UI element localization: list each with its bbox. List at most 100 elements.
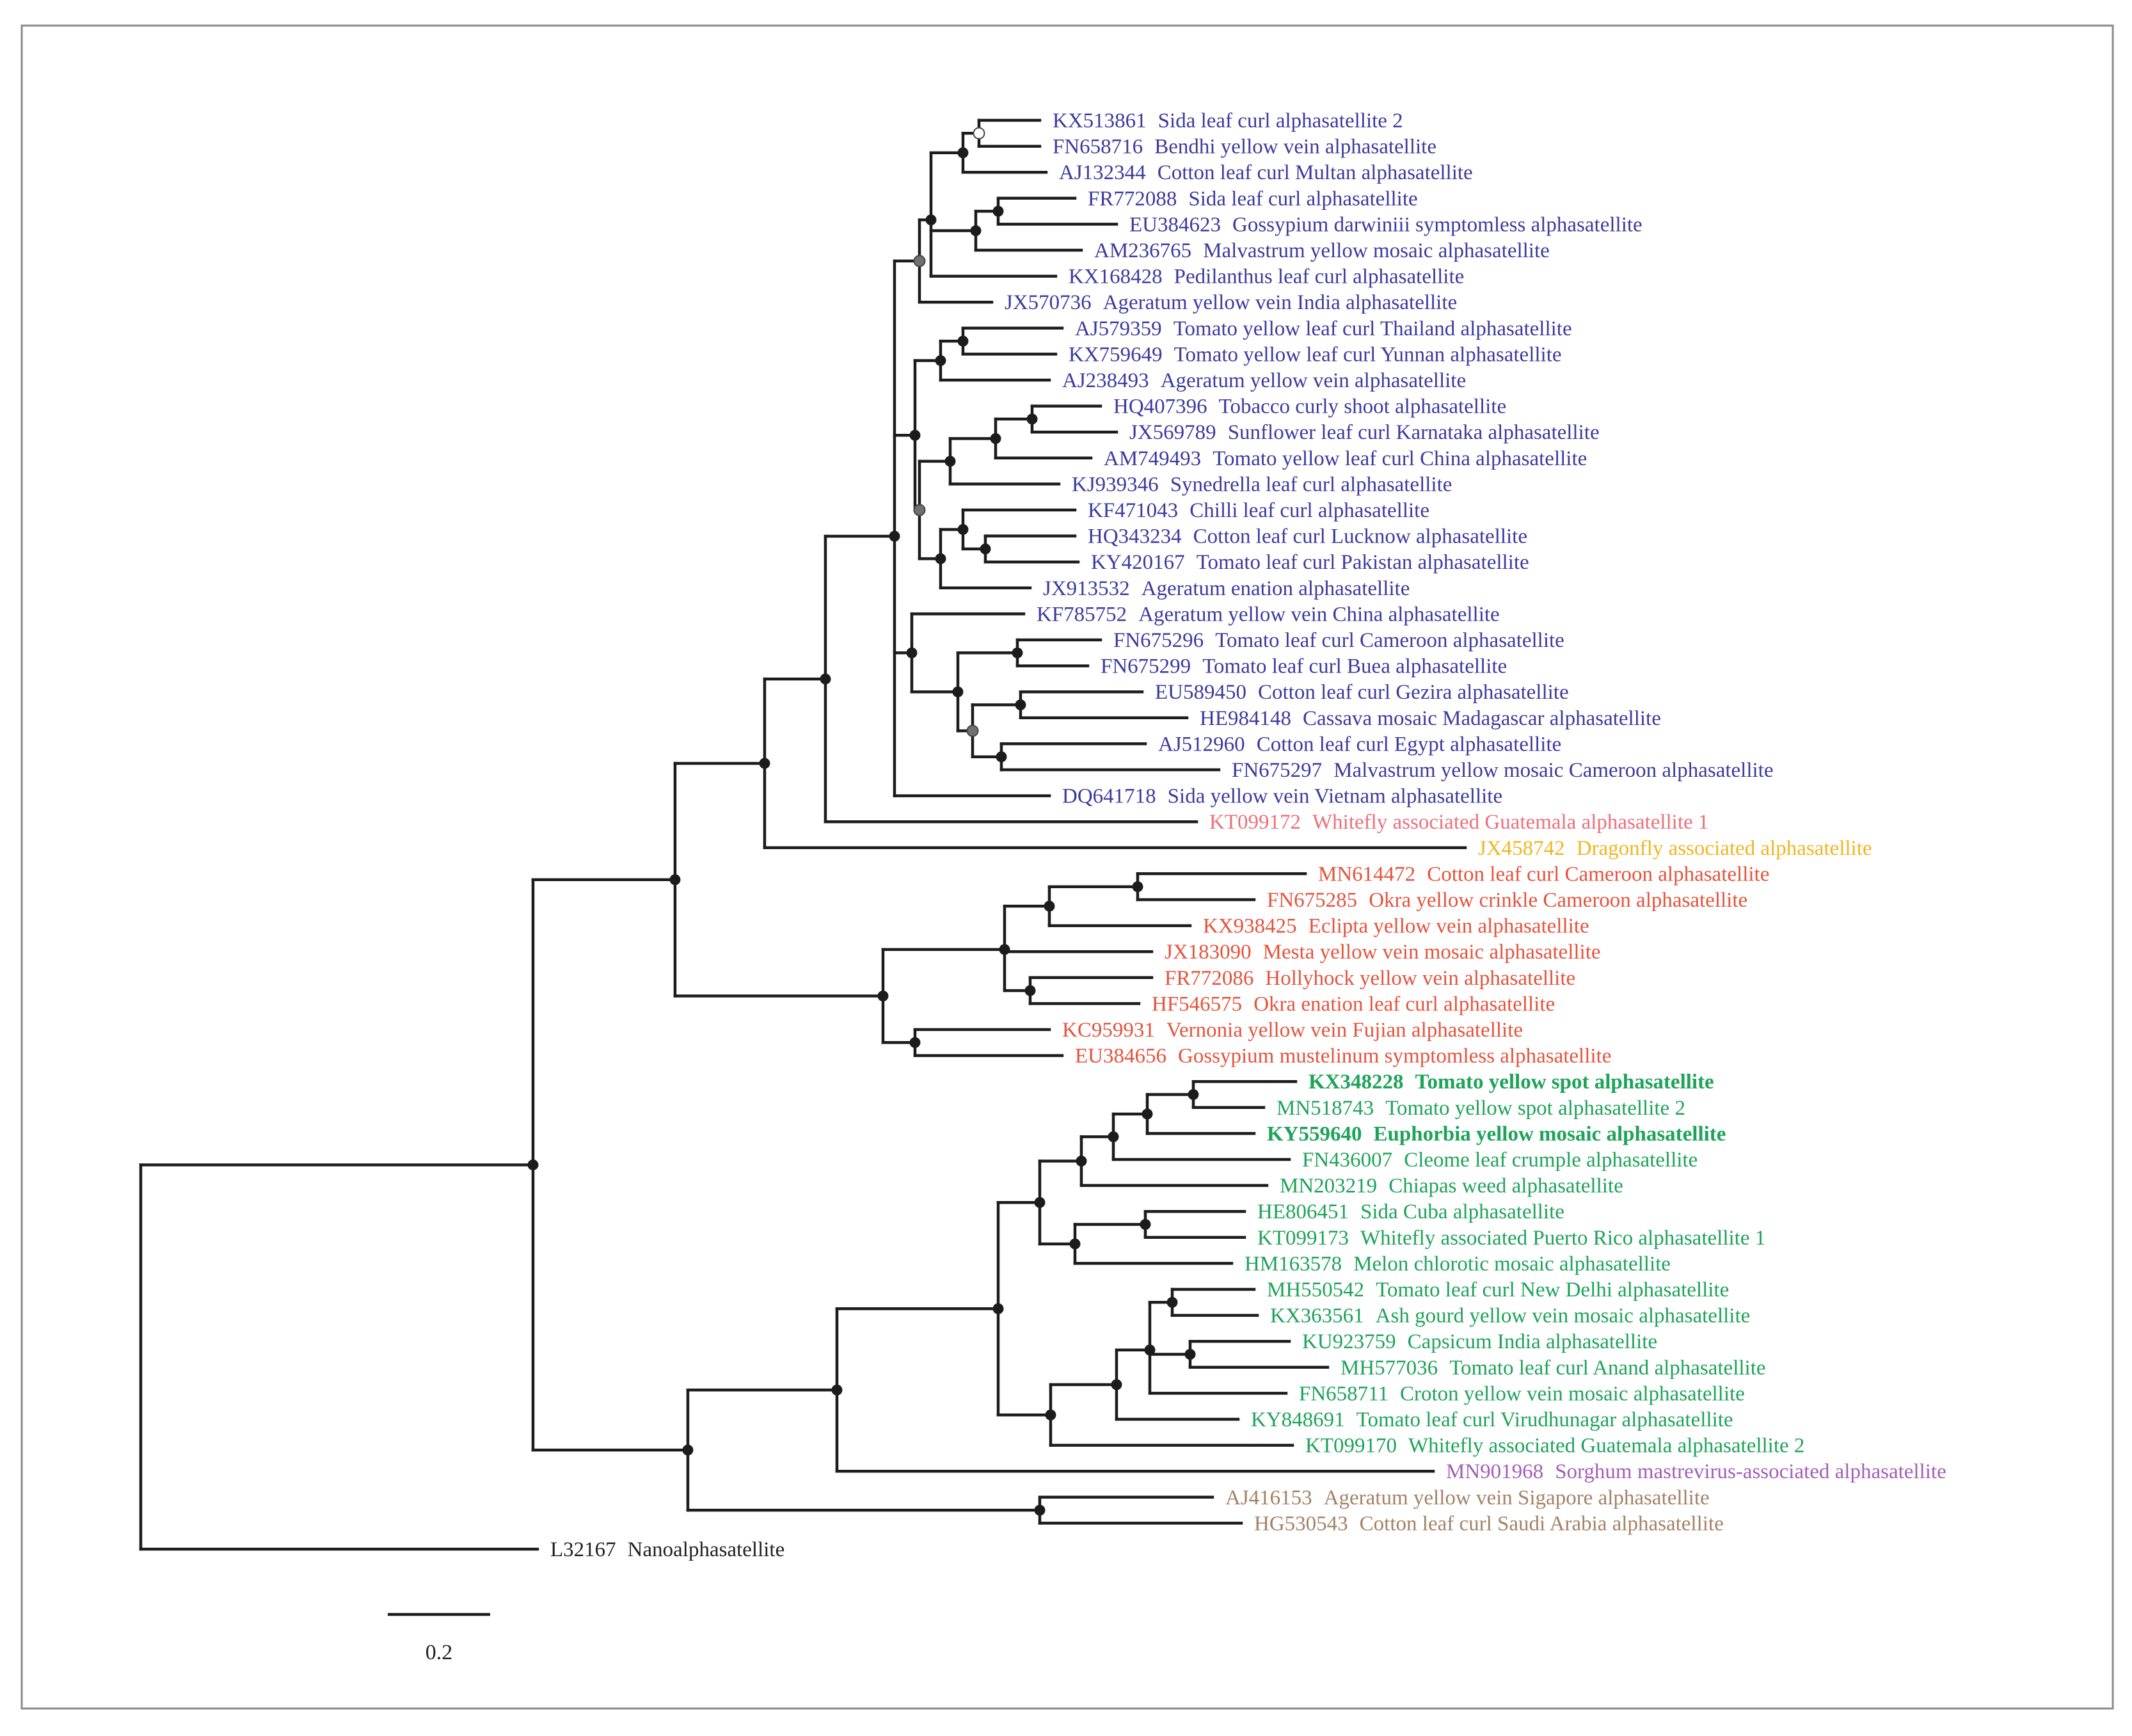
- tip-accession: JX183090: [1165, 941, 1252, 964]
- node-support-dot: [1076, 1156, 1087, 1167]
- tip-species-name: Cleome leaf crumple alphasatellite: [1404, 1149, 1698, 1172]
- node-support-dot: [1045, 1409, 1056, 1421]
- tip-accession: KX348228: [1309, 1071, 1404, 1094]
- scale-bar-label: 0.2: [426, 1641, 453, 1664]
- tip-label-aj512960: AJ512960 Cotton leaf curl Egypt alphasate…: [1158, 733, 1561, 756]
- tip-species-name: Tobacco curly shoot alphasatellite: [1219, 395, 1506, 418]
- tip-species-name: Synedrella leaf curl alphasatellite: [1170, 473, 1452, 496]
- tip-accession: KU923759: [1302, 1330, 1396, 1353]
- tip-label-kx348228: KX348228 Tomato yellow spot alphasatellit…: [1309, 1071, 1714, 1094]
- tip-accession: KY559640: [1267, 1122, 1362, 1145]
- tip-accession: KX938425: [1203, 915, 1297, 938]
- tip-species-name: Tomato leaf curl Anand alphasatellite: [1449, 1357, 1765, 1380]
- node-support-dot: [970, 225, 982, 237]
- tip-accession: HE806451: [1257, 1200, 1349, 1223]
- tip-species-name: Tomato leaf curl Virudhunagar alphasatel…: [1356, 1408, 1733, 1431]
- tip-accession: KF471043: [1088, 499, 1178, 522]
- tip-accession: FN675299: [1101, 655, 1191, 678]
- tip-accession: AJ579359: [1075, 317, 1162, 340]
- scale-bar: 0.2: [388, 1613, 490, 1664]
- tip-accession: DQ641718: [1062, 785, 1156, 808]
- tip-label-hm163578: HM163578 Melon chlorotic mosaic alphasate…: [1245, 1252, 1671, 1275]
- tip-accession: L32167: [550, 1538, 616, 1561]
- node-support-dot: [1024, 985, 1036, 996]
- tip-accession: KT099172: [1209, 811, 1301, 834]
- tip-species-name: Whitefly associated Puerto Rico alphasat…: [1360, 1227, 1765, 1250]
- node-support-dot: [1034, 1504, 1046, 1516]
- node-support-dot: [992, 205, 1004, 217]
- node-support-dot: [1166, 1296, 1178, 1308]
- tip-species-name: Ageratum yellow vein China alphasatellit…: [1138, 603, 1500, 626]
- tip-accession: JX458742: [1478, 837, 1565, 860]
- node-support-dot: [759, 758, 770, 769]
- tip-species-name: Eclipta yellow vein alphasatellite: [1309, 915, 1589, 938]
- tip-species-name: Dragonfly associated alphasatellite: [1577, 837, 1872, 860]
- tip-species-name: Hollyhock yellow vein alphasatellite: [1265, 967, 1575, 990]
- node-support-dot: [877, 991, 889, 1002]
- tip-accession: HQ407396: [1113, 395, 1207, 418]
- tip-accession: HF546575: [1152, 992, 1242, 1015]
- tip-label-ku923759: KU923759 Capsicum India alphasatellite: [1302, 1330, 1657, 1353]
- tip-species-name: Tomato yellow leaf curl China alphasatel…: [1213, 447, 1587, 470]
- tip-species-name: Tomato leaf curl Buea alphasatellite: [1202, 655, 1507, 678]
- tip-label-kf471043: KF471043 Chilli leaf curl alphasatellite: [1088, 499, 1429, 522]
- tip-accession: JX913532: [1043, 577, 1130, 600]
- tip-label-am236765: AM236765 Malvastrum yellow mosaic alphasa…: [1094, 239, 1550, 262]
- tip-label-kt099170: KT099170 Whitefly associated Guatemala al…: [1305, 1435, 1804, 1458]
- tip-label-eu589450: EU589450 Cotton leaf curl Gezira alphasat…: [1155, 681, 1569, 704]
- tip-species-name: Tomato yellow leaf curl Yunnan alphasate…: [1174, 343, 1562, 366]
- node-support-dot: [1184, 1349, 1196, 1360]
- tip-species-name: Sida yellow vein Vietnam alphasatellite: [1168, 785, 1502, 808]
- tip-accession: KT099173: [1257, 1227, 1349, 1250]
- tip-label-aj416153: AJ416153 Ageratum yellow vein Sigapore al…: [1225, 1486, 1710, 1509]
- tip-species-name: Malvastrum yellow mosaic Cameroon alphas…: [1333, 759, 1773, 782]
- tip-species-name: Chiapas weed alphasatellite: [1388, 1175, 1623, 1198]
- tip-label-hf546575: HF546575 Okra enation leaf curl alphasate…: [1152, 992, 1555, 1015]
- tip-species-name: Cassava mosaic Madagascar alphasatellite: [1303, 707, 1661, 730]
- node-support-dot: [909, 429, 921, 441]
- node-support-dot: [957, 335, 969, 347]
- tip-accession: HE984148: [1200, 707, 1291, 730]
- tip-species-name: Tomato leaf curl New Delhi alphasatellit…: [1376, 1278, 1729, 1302]
- node-support-dot: [1015, 699, 1026, 710]
- node-support-dot: [999, 944, 1010, 955]
- tip-label-jx569789: JX569789 Sunflower leaf curl Karnataka al…: [1129, 421, 1600, 444]
- tip-species-name: Whitefly associated Guatemala alphasatel…: [1408, 1435, 1804, 1458]
- tip-label-fn675297: FN675297 Malvastrum yellow mosaic Cameroo…: [1232, 759, 1774, 782]
- tip-label-am749493: AM749493 Tomato yellow leaf curl China al…: [1104, 447, 1587, 470]
- node-support-dot: [669, 874, 681, 886]
- node-support-dot: [831, 1384, 843, 1396]
- node-support-dot: [913, 255, 926, 267]
- tip-species-name: Cotton leaf curl Lucknow alphasatellite: [1193, 525, 1527, 548]
- tip-label-fn658711: FN658711 Croton yellow vein mosaic alphas…: [1299, 1382, 1745, 1405]
- tip-label-kt099173: KT099173 Whitefly associated Puerto Rico …: [1257, 1227, 1765, 1250]
- tip-label-fn675285: FN675285 Okra yellow crinkle Cameroon alp…: [1267, 889, 1747, 912]
- tip-accession: MN203219: [1280, 1175, 1377, 1198]
- tip-label-hq407396: HQ407396 Tobacco curly shoot alphasatelli…: [1113, 395, 1506, 418]
- tip-accession: KX759649: [1069, 343, 1163, 366]
- tip-label-ky420167: KY420167 Tomato leaf curl Pakistan alphas…: [1091, 551, 1529, 574]
- tip-species-name: Sida Cuba alphasatellite: [1360, 1200, 1564, 1223]
- tip-accession: EU589450: [1155, 681, 1246, 704]
- tip-label-fn675296: FN675296 Tomato leaf curl Cameroon alphas…: [1113, 629, 1564, 652]
- node-support-dot: [1012, 647, 1023, 658]
- tip-accession: AM749493: [1104, 447, 1201, 470]
- tip-species-name: Pedilanthus leaf curl alphasatellite: [1174, 266, 1465, 289]
- tip-species-name: Malvastrum yellow mosaic alphasatellite: [1203, 239, 1550, 262]
- tip-species-name: Ageratum yellow vein Sigapore alphasatel…: [1324, 1486, 1710, 1509]
- tip-accession: AJ238493: [1062, 369, 1149, 392]
- tip-label-kx168428: KX168428 Pedilanthus leaf curl alphasatel…: [1069, 266, 1464, 289]
- node-support-dot: [682, 1444, 694, 1456]
- tip-species-name: Vernonia yellow vein Fujian alphasatelli…: [1166, 1019, 1523, 1042]
- tip-accession: FN675285: [1267, 889, 1357, 912]
- tip-label-mn901968: MN901968 Sorghum mastrevirus-associated a…: [1446, 1460, 1946, 1483]
- node-support-dot: [1188, 1089, 1199, 1100]
- tip-label-kc959931: KC959931 Vernonia yellow vein Fujian alph…: [1062, 1019, 1523, 1042]
- tip-accession: AJ512960: [1158, 733, 1245, 756]
- tip-species-name: Ash gourd yellow vein mosaic alphasatell…: [1376, 1305, 1751, 1328]
- tip-accession: KX168428: [1069, 266, 1163, 289]
- tip-label-aj132344: AJ132344 Cotton leaf curl Multan alphasat…: [1059, 161, 1473, 184]
- tip-label-hg530543: HG530543 Cotton leaf curl Saudi Arabia al…: [1254, 1512, 1724, 1535]
- node-support-dot: [906, 647, 918, 658]
- tip-species-name: Sida leaf curl alphasatellite 2: [1158, 109, 1403, 132]
